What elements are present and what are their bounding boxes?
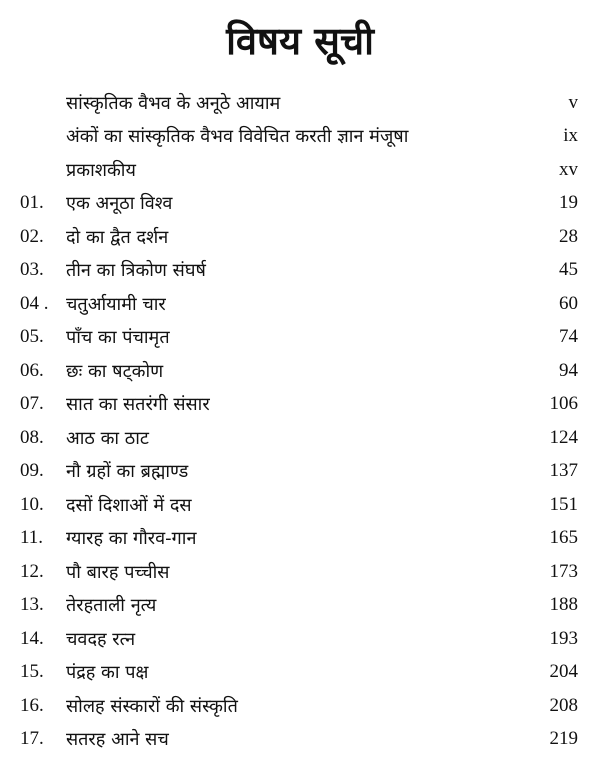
toc-entry: सांस्कृतिक वैभव के अनूठे आयाम v xyxy=(20,86,578,120)
entry-title: नौ ग्रहों का ब्रह्माण्ड xyxy=(66,461,189,483)
entry-page: 188 xyxy=(549,594,579,616)
entry-page: 106 xyxy=(549,393,579,415)
entry-number: 03. xyxy=(20,259,44,281)
entry-title: पाँच का पंचामृत xyxy=(66,327,170,349)
table-of-contents: सांस्कृतिक वैभव के अनूठे आयाम v अंकों का स… xyxy=(20,86,578,756)
entry-page: 193 xyxy=(549,627,579,649)
toc-entry: 03. तीन का त्रिकोण संघर्ष 45 xyxy=(20,254,578,288)
entry-number: 16. xyxy=(20,694,44,716)
entry-page: 94 xyxy=(559,359,578,381)
entry-number: 12. xyxy=(20,560,44,582)
entry-page: 74 xyxy=(559,326,578,348)
toc-entry: 11. ग्यारह का गौरव-गान 165 xyxy=(20,522,578,556)
toc-entry: 15. पंद्रह का पक्ष 204 xyxy=(20,656,578,690)
entry-page: 45 xyxy=(559,259,578,281)
entry-title: एक अनूठा विश्व xyxy=(66,193,173,215)
entry-number: 02. xyxy=(20,225,44,247)
entry-page: 60 xyxy=(559,292,578,314)
entry-page: 28 xyxy=(559,225,578,247)
toc-entry: 12. पौ बारह पच्चीस 173 xyxy=(20,555,578,589)
entry-title: आठ का ठाट xyxy=(66,427,149,449)
entry-title: सात का सतरंगी संसार xyxy=(66,394,210,416)
entry-page: 204 xyxy=(549,661,579,683)
toc-entry: अंकों का सांस्कृतिक वैभव विवेचित करती ज्… xyxy=(20,120,578,154)
entry-title: छः का षट्कोण xyxy=(66,360,164,382)
entry-page: 151 xyxy=(549,493,579,515)
entry-page: ix xyxy=(563,125,578,147)
entry-number: 08. xyxy=(20,426,44,448)
entry-page: 219 xyxy=(549,728,579,750)
toc-entry: प्रकाशकीय xv xyxy=(20,153,578,187)
entry-title: प्रकाशकीय xyxy=(66,159,136,181)
toc-entry: 13. तेरहताली नृत्य 188 xyxy=(20,589,578,623)
toc-entry: 16. सोलह संस्कारों की संस्कृति 208 xyxy=(20,689,578,723)
entry-title: अंकों का सांस्कृतिक वैभव विवेचित करती ज्… xyxy=(66,126,409,148)
toc-entry: 06. छः का षट्कोण 94 xyxy=(20,354,578,388)
entry-title: चवदह रत्न xyxy=(66,628,136,650)
entry-title: सोलह संस्कारों की संस्कृति xyxy=(66,695,238,717)
entry-title: सतरह आने सच xyxy=(66,729,169,751)
entry-page: 137 xyxy=(549,460,579,482)
entry-number: 13. xyxy=(20,594,44,616)
entry-page: 19 xyxy=(559,192,578,214)
entry-number: 14. xyxy=(20,627,44,649)
entry-number: 05. xyxy=(20,326,44,348)
entry-number: 17. xyxy=(20,728,44,750)
entry-title: चतुर्आयामी चार xyxy=(66,293,166,315)
entry-number: 01. xyxy=(20,192,44,214)
toc-entry: 14. चवदह रत्न 193 xyxy=(20,622,578,656)
entry-page: 124 xyxy=(549,426,579,448)
entry-title: दसों दिशाओं में दस xyxy=(66,494,192,516)
entry-title: ग्यारह का गौरव-गान xyxy=(66,528,197,550)
entry-title: सांस्कृतिक वैभव के अनूठे आयाम xyxy=(66,92,281,114)
entry-number: 10. xyxy=(20,493,44,515)
toc-entry: 04 . चतुर्आयामी चार 60 xyxy=(20,287,578,321)
entry-title: पंद्रह का पक्ष xyxy=(66,662,149,684)
entry-number: 04 . xyxy=(20,292,49,314)
page-title: विषय सूची xyxy=(226,19,374,63)
entry-title: पौ बारह पच्चीस xyxy=(66,561,170,583)
toc-entry: 17. सतरह आने सच 219 xyxy=(20,723,578,757)
toc-entry: 05. पाँच का पंचामृत 74 xyxy=(20,321,578,355)
toc-entry: 09. नौ ग्रहों का ब्रह्माण्ड 137 xyxy=(20,455,578,489)
entry-page: v xyxy=(568,91,579,113)
entry-number: 09. xyxy=(20,460,44,482)
entry-title: तीन का त्रिकोण संघर्ष xyxy=(66,260,206,282)
entry-number: 11. xyxy=(20,527,44,549)
entry-title: तेरहताली नृत्य xyxy=(66,595,157,617)
toc-entry: 02. दो का द्वैत दर्शन 28 xyxy=(20,220,578,254)
entry-page: 173 xyxy=(549,560,579,582)
entry-page: 165 xyxy=(549,527,579,549)
entry-title: दो का द्वैत दर्शन xyxy=(66,226,169,248)
entry-number: 15. xyxy=(20,661,44,683)
entry-number: 06. xyxy=(20,359,44,381)
entry-page: 208 xyxy=(549,694,579,716)
toc-entry: 07. सात का सतरंगी संसार 106 xyxy=(20,388,578,422)
entry-number: 07. xyxy=(20,393,44,415)
entry-page: xv xyxy=(559,158,578,180)
toc-entry: 10. दसों दिशाओं में दस 151 xyxy=(20,488,578,522)
toc-entry: 08. आठ का ठाट 124 xyxy=(20,421,578,455)
toc-entry: 01. एक अनूठा विश्व 19 xyxy=(20,187,578,221)
